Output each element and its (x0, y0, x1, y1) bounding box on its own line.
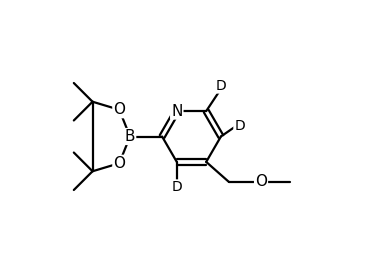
Text: O: O (113, 156, 125, 171)
Text: O: O (255, 174, 267, 189)
Text: D: D (234, 119, 245, 133)
Text: O: O (113, 102, 125, 117)
Text: N: N (171, 103, 182, 118)
Text: D: D (172, 180, 182, 194)
Text: D: D (216, 79, 226, 93)
Text: B: B (125, 129, 135, 144)
